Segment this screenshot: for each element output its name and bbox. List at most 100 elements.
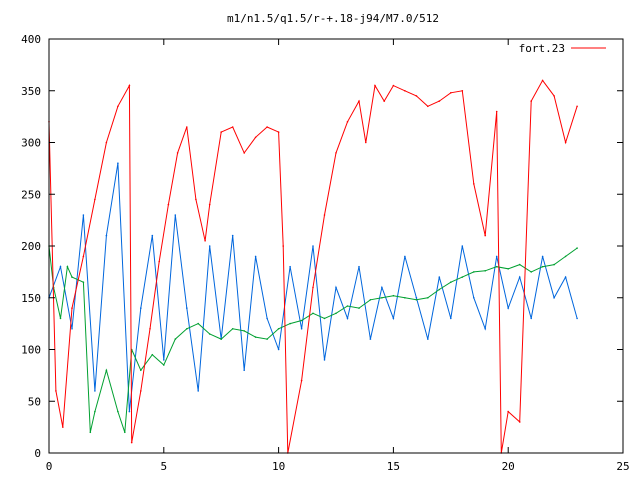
data-point	[82, 214, 85, 216]
data-point	[204, 240, 206, 242]
x-tick-label: 10	[272, 460, 285, 473]
data-point	[415, 95, 418, 97]
data-point	[140, 390, 142, 392]
data-point	[495, 255, 498, 258]
data-point	[427, 105, 429, 108]
data-point	[553, 263, 555, 266]
data-point	[564, 141, 567, 144]
data-point	[208, 333, 211, 335]
data-point	[404, 255, 406, 258]
data-point	[266, 126, 268, 128]
data-point	[461, 90, 464, 92]
data-point	[186, 126, 188, 128]
data-point	[553, 297, 555, 299]
data-point	[71, 276, 73, 278]
data-point	[346, 121, 349, 123]
data-point	[404, 297, 406, 299]
data-point	[530, 317, 532, 320]
data-point	[312, 245, 314, 247]
data-point	[450, 92, 452, 94]
data-point	[59, 317, 62, 320]
data-point	[277, 348, 280, 351]
data-point	[220, 338, 222, 340]
data-point	[105, 234, 108, 237]
data-point	[174, 214, 177, 216]
y-tick-label: 400	[21, 33, 41, 46]
legend-label: fort.23	[519, 42, 565, 55]
data-point	[105, 141, 108, 144]
data-point	[541, 265, 544, 268]
data-point	[208, 203, 211, 206]
data-point	[277, 328, 280, 330]
plot-frame	[48, 38, 624, 454]
data-point	[128, 84, 131, 87]
data-point	[140, 369, 142, 372]
data-point	[254, 336, 257, 338]
data-point	[484, 270, 487, 272]
data-point	[383, 100, 386, 102]
data-point	[130, 441, 133, 444]
data-point	[438, 288, 441, 291]
data-point	[392, 294, 395, 297]
data-point	[495, 265, 498, 268]
data-point	[438, 100, 441, 102]
data-point	[518, 421, 521, 423]
x-axis: 0 5 10 15 20 25	[46, 39, 630, 473]
data-point	[427, 297, 429, 299]
data-point	[254, 255, 257, 258]
data-point	[415, 297, 418, 299]
data-point	[243, 369, 245, 372]
data-point	[495, 110, 498, 113]
data-point	[231, 234, 234, 237]
data-point	[381, 286, 383, 289]
data-point	[541, 79, 544, 82]
data-point	[149, 328, 151, 330]
data-point	[94, 410, 96, 413]
data-point	[576, 317, 578, 320]
data-point	[231, 328, 234, 330]
data-point	[117, 105, 119, 108]
data-point	[62, 426, 64, 428]
y-axis: 0 50 100 150 200 250 300 350 400	[21, 33, 623, 460]
data-point	[576, 247, 578, 249]
data-point	[124, 431, 126, 434]
chart-title: m1/n1.5/q1.5/r-+.18-j94/M7.0/512	[227, 12, 439, 25]
data-point	[346, 305, 349, 307]
data-point	[530, 271, 532, 273]
data-point	[365, 141, 367, 144]
x-tick-label: 25	[616, 460, 629, 473]
data-point	[151, 353, 154, 356]
data-point	[518, 263, 521, 266]
data-point	[473, 297, 475, 299]
data-point	[507, 307, 510, 309]
data-point	[312, 312, 314, 315]
data-point	[392, 84, 395, 87]
x-tick-label: 5	[160, 460, 167, 473]
data-point	[266, 338, 268, 340]
data-point	[89, 431, 92, 434]
data-point	[186, 307, 188, 309]
data-point	[335, 286, 337, 289]
data-point	[530, 100, 532, 102]
data-point	[151, 234, 154, 237]
data-point	[473, 183, 475, 185]
data-point	[450, 281, 452, 284]
data-point	[484, 328, 487, 330]
series-layer	[48, 79, 578, 454]
data-point	[94, 390, 96, 392]
data-point	[266, 317, 268, 320]
data-point	[163, 359, 165, 361]
y-tick-label: 150	[21, 292, 41, 305]
data-point	[358, 100, 360, 102]
data-point	[369, 299, 372, 301]
data-point	[576, 105, 578, 108]
data-point	[243, 152, 245, 154]
data-point	[66, 265, 69, 268]
data-point	[176, 152, 179, 154]
data-point	[404, 90, 406, 92]
data-point	[358, 307, 360, 309]
data-point	[450, 317, 452, 320]
data-point	[507, 410, 510, 413]
data-point	[117, 410, 119, 413]
